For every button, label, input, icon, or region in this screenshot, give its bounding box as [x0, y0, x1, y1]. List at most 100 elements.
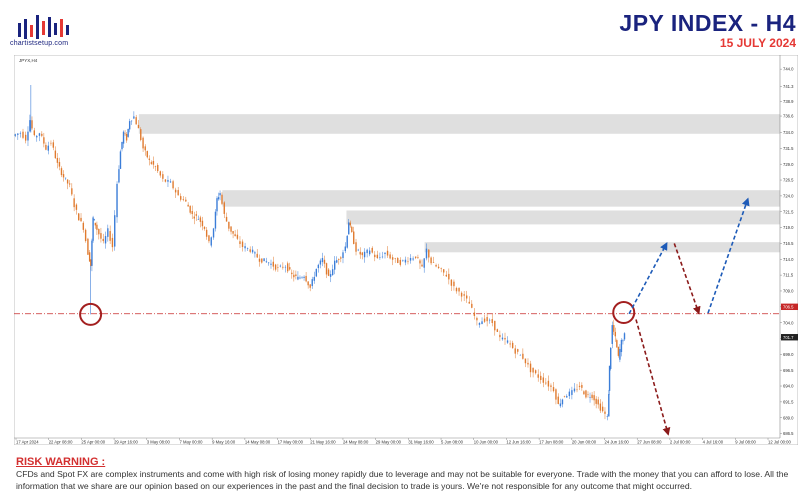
candle-body — [172, 181, 174, 189]
candle-body — [130, 120, 133, 122]
candle-body — [346, 235, 348, 248]
candle-body — [167, 180, 169, 182]
candle-body — [555, 389, 557, 400]
y-tick-label: 724.0 — [783, 193, 794, 198]
price-tag-label: 706.5 — [783, 304, 794, 309]
candle-body — [225, 216, 228, 222]
candle-body — [293, 274, 295, 278]
candle-body — [620, 339, 623, 353]
candle-body — [68, 183, 71, 185]
candle-body — [122, 131, 125, 144]
candle-body — [236, 234, 239, 239]
candle-body — [47, 145, 49, 151]
candle-body — [566, 396, 568, 398]
candle-body — [104, 236, 107, 244]
candle-body — [617, 347, 620, 356]
candle-body — [561, 399, 564, 405]
candle-body — [203, 226, 206, 229]
candle-body — [583, 391, 585, 395]
candle-body — [368, 250, 371, 255]
resistance-zone-4 — [424, 242, 780, 253]
candle-body — [189, 205, 191, 213]
candle-body — [33, 130, 35, 136]
candle-body — [284, 266, 287, 268]
candle-body — [601, 406, 604, 412]
candle-body — [571, 390, 573, 395]
y-tick-label: 744.0 — [783, 67, 794, 72]
candle-body — [397, 257, 399, 264]
candle-body — [353, 231, 355, 244]
candle-body — [299, 277, 301, 279]
candle-body — [611, 325, 613, 344]
candle-body — [119, 151, 122, 169]
candle-body — [197, 219, 200, 220]
x-tick-label: 17 Jun 08:00 — [539, 440, 564, 445]
candle-body — [563, 396, 566, 397]
candle-body — [359, 251, 361, 255]
candle-body — [407, 261, 409, 263]
candle-body — [56, 157, 59, 163]
candle-body — [460, 292, 463, 297]
candle-body — [386, 250, 389, 256]
candle-body — [182, 199, 184, 201]
candle-body — [581, 385, 583, 388]
candle-body — [514, 348, 516, 354]
candle-body — [31, 120, 33, 129]
candle-body — [277, 267, 279, 268]
x-tick-label: 17 Apr 2024 — [16, 440, 39, 445]
candle-body — [466, 295, 468, 299]
y-tick-label: 689.0 — [783, 415, 794, 420]
y-tick-label: 716.5 — [783, 241, 794, 246]
candle-body — [180, 196, 182, 200]
candle-body — [483, 318, 486, 322]
y-tick-label: 714.0 — [783, 257, 794, 262]
candle-body — [331, 269, 334, 276]
candle-body — [154, 166, 157, 167]
candle-body — [265, 261, 268, 263]
candle-body — [146, 151, 148, 158]
candle-body — [336, 260, 338, 263]
x-tick-label: 9 Jul 08:00 — [735, 440, 756, 445]
candle-body — [144, 146, 146, 151]
candle-body — [71, 188, 73, 195]
y-tick-label: 709.0 — [783, 289, 794, 294]
candle-body — [494, 320, 496, 331]
candle-body — [622, 340, 624, 342]
x-tick-label: 24 May 08:00 — [343, 440, 369, 445]
candle-body — [228, 221, 230, 229]
candle-body — [191, 211, 193, 215]
candle-body — [559, 403, 562, 407]
resistance-zone-3 — [346, 210, 780, 225]
y-tick-label: 686.5 — [783, 431, 794, 436]
highlight-circle-1 — [79, 302, 103, 326]
candle-body — [435, 264, 437, 267]
candle-body — [133, 116, 135, 119]
candle-body — [450, 279, 453, 286]
candle-body — [87, 238, 89, 255]
candle-body — [19, 132, 22, 134]
risk-warning: RISK WARNING : CFDs and Spot FX are comp… — [16, 456, 800, 492]
candle-body — [66, 179, 69, 184]
projection-arrow-3 — [707, 197, 750, 314]
candle-body — [448, 273, 450, 280]
candle-body — [463, 294, 465, 296]
candle-body — [121, 141, 123, 150]
candle-body — [430, 257, 432, 264]
y-tick-label: 741.3 — [783, 84, 794, 89]
candle-body — [109, 231, 111, 241]
candle-body — [246, 248, 249, 249]
candle-body — [201, 220, 204, 227]
candle-body — [623, 333, 626, 340]
candle-body — [606, 416, 608, 417]
candle-body — [107, 228, 109, 237]
candle-body — [529, 363, 532, 373]
candle-body — [379, 257, 381, 258]
projection-arrow-2 — [673, 243, 701, 315]
candle-body — [241, 241, 244, 248]
candle-body — [305, 275, 307, 282]
candle-body — [437, 266, 440, 268]
risk-warning-title: RISK WARNING : — [16, 456, 106, 468]
candle-body — [54, 150, 57, 159]
price-tag-bg — [781, 334, 798, 341]
candle-body — [84, 229, 87, 241]
